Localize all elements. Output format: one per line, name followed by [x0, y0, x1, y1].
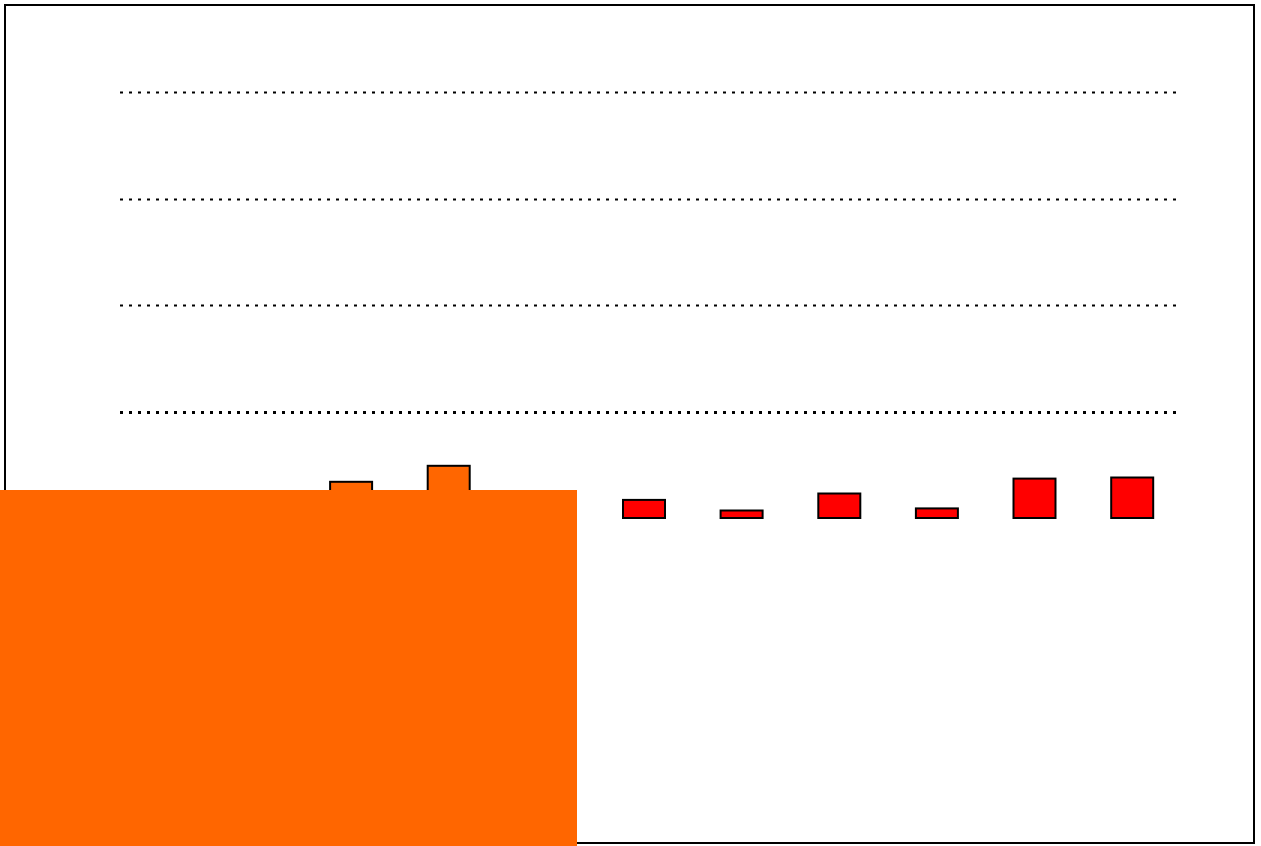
bar [622, 498, 666, 519]
bar [719, 509, 764, 519]
bar [914, 507, 959, 519]
occluding-block [0, 490, 577, 846]
bar [817, 492, 862, 519]
bar [1012, 477, 1057, 520]
gridlines [120, 91, 1182, 414]
bar [1110, 476, 1155, 519]
